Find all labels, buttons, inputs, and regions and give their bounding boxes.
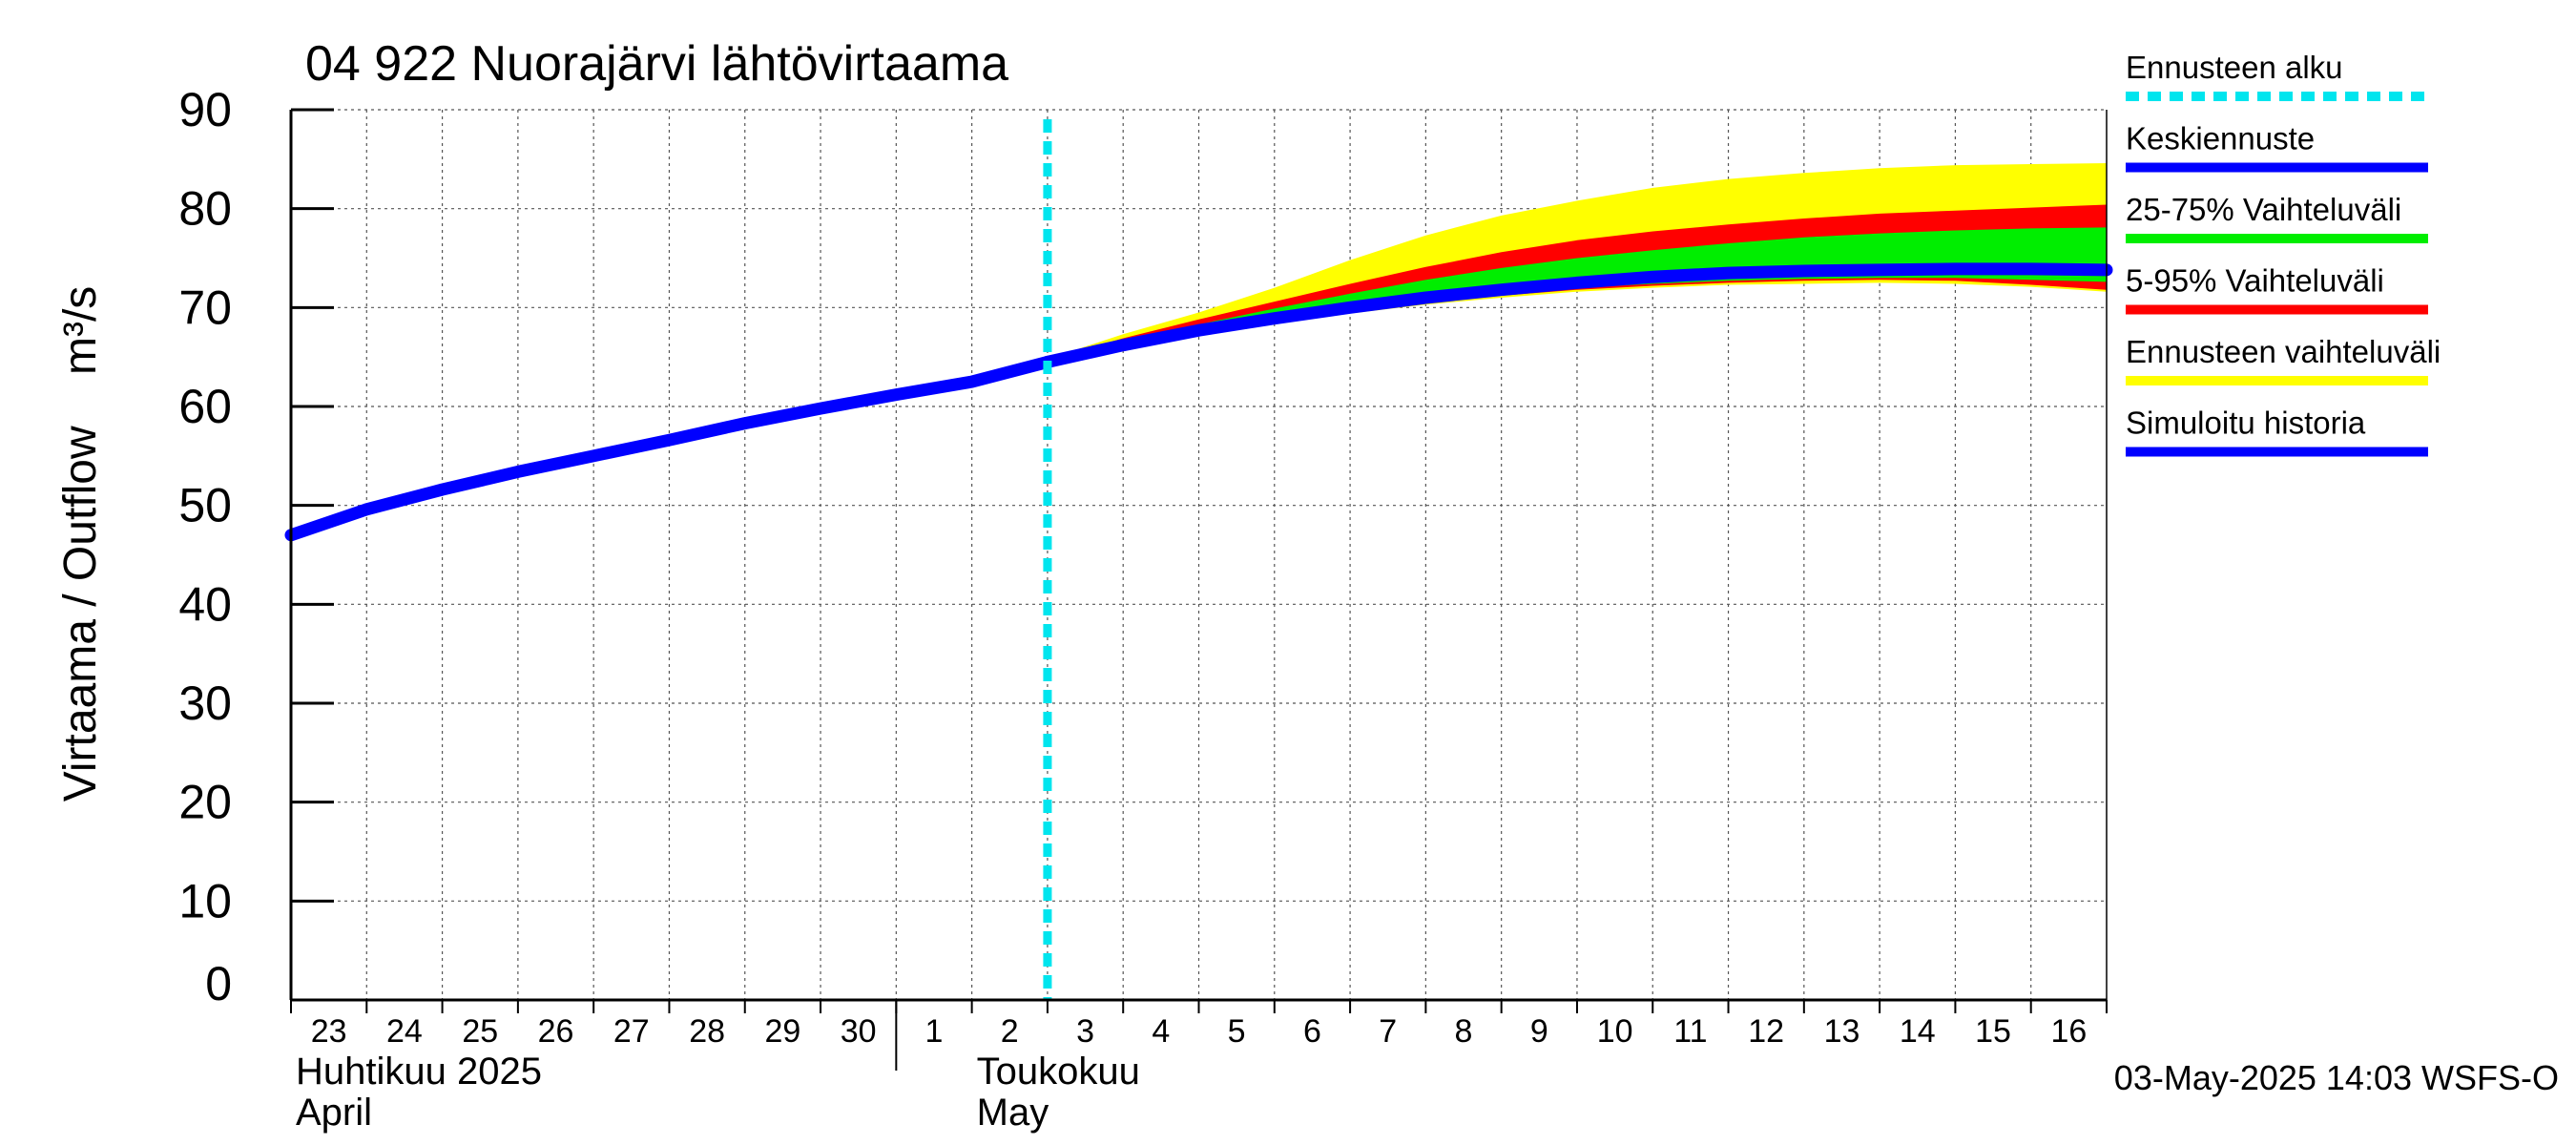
- month-label-fi-0: Huhtikuu 2025: [296, 1051, 542, 1093]
- x-tick-label-13: 6: [1303, 1013, 1321, 1050]
- x-tick-label-2: 25: [462, 1013, 498, 1050]
- y-tick-label-50: 50: [178, 479, 232, 532]
- x-tick-label-15: 8: [1455, 1013, 1473, 1050]
- x-tick-label-4: 27: [613, 1013, 650, 1050]
- x-tick-label-7: 30: [841, 1013, 877, 1050]
- legend-label-5: Simuloitu historia: [2126, 406, 2366, 441]
- y-tick-label-40: 40: [178, 577, 232, 631]
- x-tick-label-5: 28: [689, 1013, 725, 1050]
- y-tick-label-20: 20: [178, 776, 232, 829]
- x-tick-label-0: 23: [311, 1013, 347, 1050]
- legend-label-4: Ennusteen vaihteluväli: [2126, 334, 2441, 369]
- series-line-1: [1041, 262, 2113, 368]
- month-label-fi-1: Toukokuu: [977, 1051, 1140, 1093]
- legend-label-1: Keskiennuste: [2126, 121, 2315, 156]
- y-axis-label: Virtaama / Outflow m³/s: [55, 286, 106, 802]
- y-tick-label-30: 30: [178, 677, 232, 730]
- x-tick-label-18: 11: [1673, 1013, 1707, 1050]
- series-lines: [284, 119, 2113, 1000]
- x-tick-label-3: 26: [538, 1013, 574, 1050]
- y-tick-label-70: 70: [178, 281, 232, 334]
- y-tick-label-90: 90: [178, 83, 232, 136]
- y-tick-label-80: 80: [178, 182, 232, 236]
- legend-label-2: 25-75% Vaihteluväli: [2126, 192, 2401, 227]
- x-tick-label-14: 7: [1379, 1013, 1397, 1050]
- x-tick-label-16: 9: [1530, 1013, 1548, 1050]
- y-tick-label-60: 60: [178, 380, 232, 433]
- series-line-0: [284, 355, 1054, 542]
- x-tick-label-21: 14: [1900, 1013, 1936, 1050]
- x-tick-label-19: 12: [1748, 1013, 1784, 1050]
- x-tick-label-23: 16: [2050, 1013, 2087, 1050]
- x-tick-label-9: 2: [1001, 1013, 1019, 1050]
- x-tick-label-6: 29: [764, 1013, 800, 1050]
- x-tick-label-22: 15: [1975, 1013, 2011, 1050]
- footer-timestamp: 03-May-2025 14:03 WSFS-O: [2114, 1058, 2559, 1097]
- y-tick-label-10: 10: [178, 874, 232, 927]
- x-tick-label-11: 4: [1152, 1013, 1170, 1050]
- y-tick-label-0: 0: [205, 957, 232, 1010]
- x-tick-label-12: 5: [1228, 1013, 1246, 1050]
- legend-label-0: Ennusteen alku: [2126, 50, 2343, 85]
- x-tick-label-10: 3: [1076, 1013, 1094, 1050]
- band-2: [1047, 227, 2107, 364]
- month-label-en-0: April: [296, 1092, 372, 1134]
- chart-title: 04 922 Nuorajärvi lähtövirtaama: [305, 36, 1008, 92]
- legend-label-3: 5-95% Vaihteluväli: [2126, 263, 2384, 299]
- x-tick-label-8: 1: [925, 1013, 944, 1050]
- x-tick-label-20: 13: [1824, 1013, 1860, 1050]
- x-tick-label-1: 24: [386, 1013, 423, 1050]
- x-tick-label-17: 10: [1597, 1013, 1633, 1050]
- month-label-en-1: May: [977, 1092, 1049, 1134]
- legend: Ennusteen alku Keskiennuste 25-75% Vaihtel…: [2126, 50, 2441, 457]
